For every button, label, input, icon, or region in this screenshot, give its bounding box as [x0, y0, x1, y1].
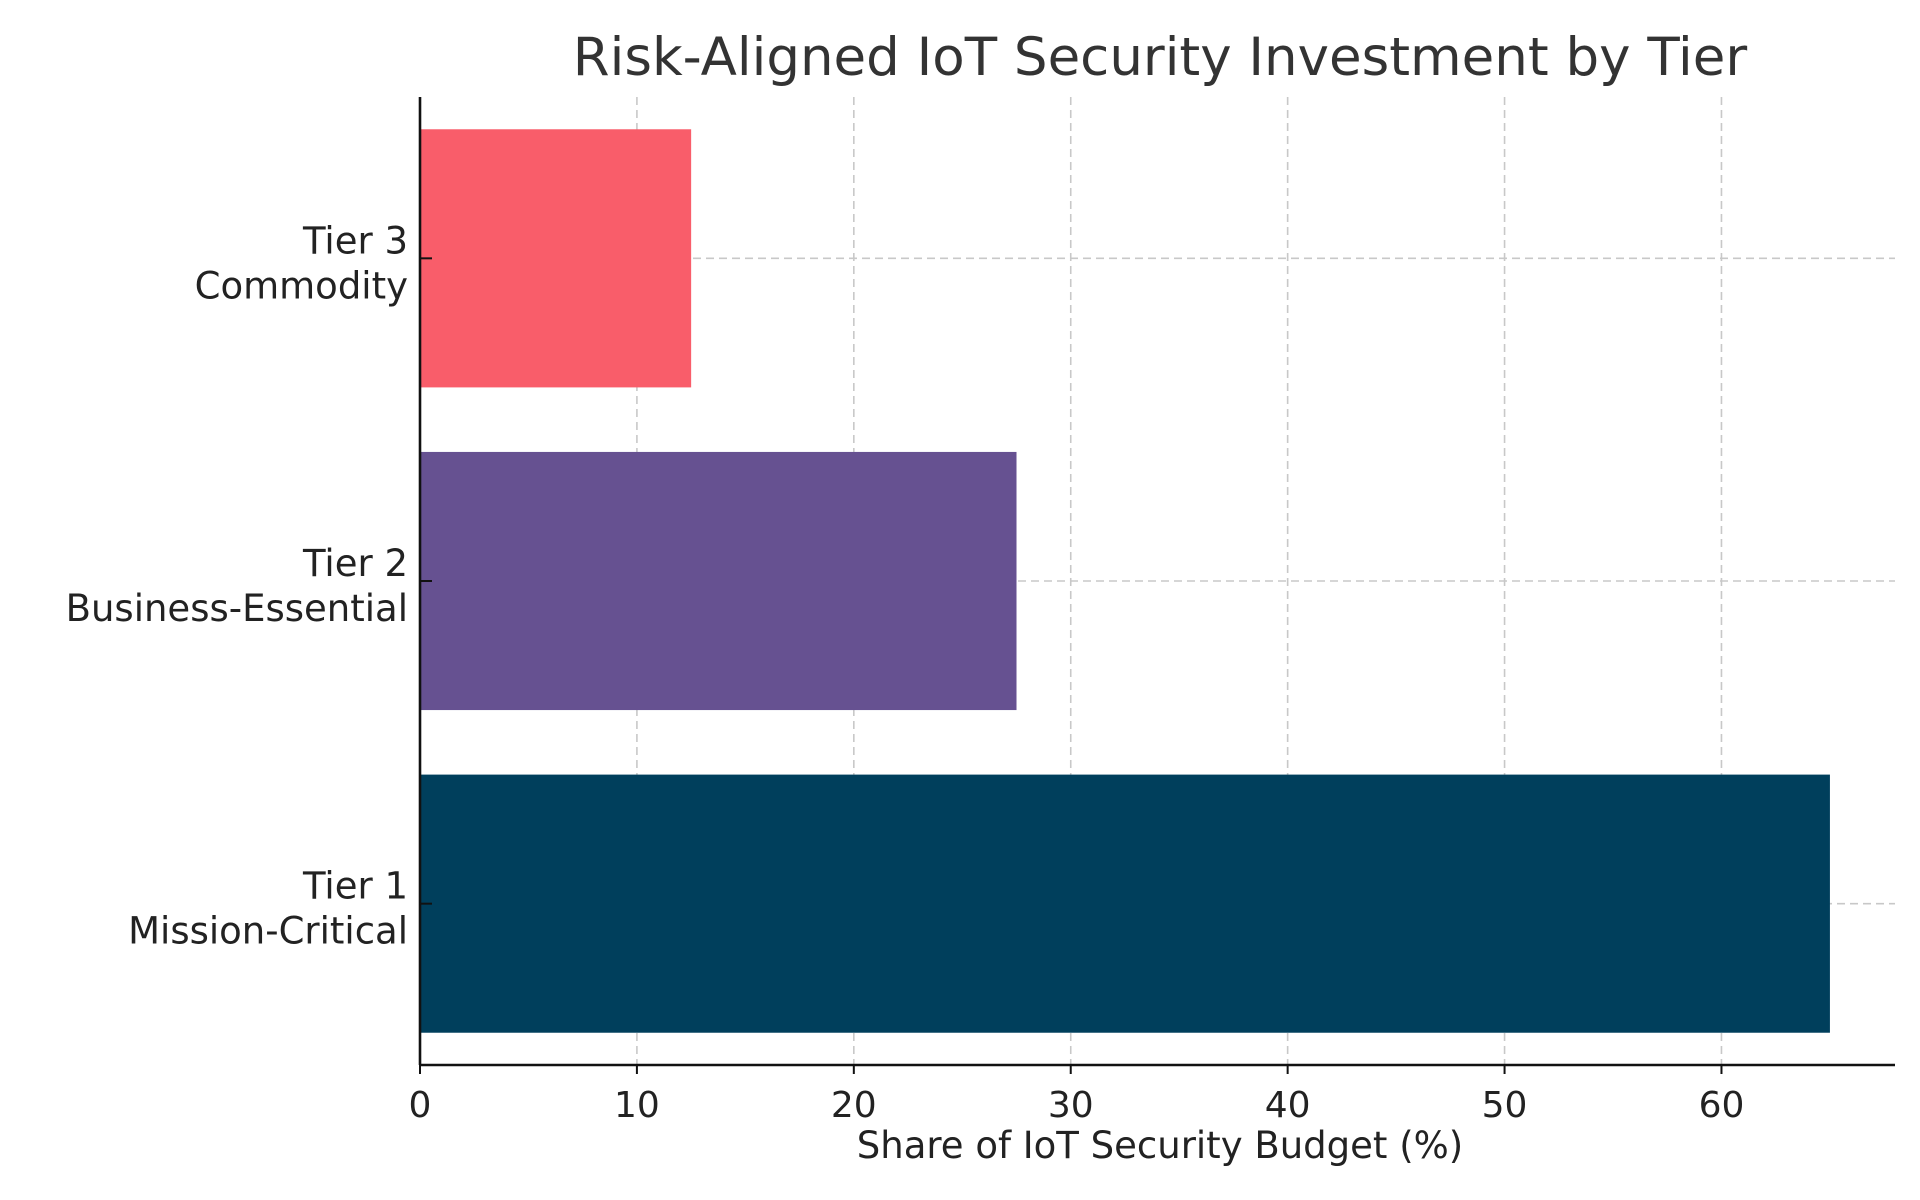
x-tick-labels: 0 10 20 30 40 50 60 [409, 1085, 1745, 1126]
x-tick-label-0: 0 [409, 1085, 432, 1126]
x-axis-label: Share of IoT Security Budget (%) [857, 1124, 1463, 1167]
bars [420, 129, 1830, 1033]
x-tick-label-50: 50 [1482, 1085, 1528, 1126]
chart-title: Risk-Aligned IoT Security Investment by … [573, 27, 1748, 88]
y-tick-sublabel-tier-3: Commodity [195, 264, 408, 307]
x-tick-label-10: 10 [614, 1085, 660, 1126]
bar-tier-1 [420, 774, 1830, 1033]
bar-tier-3 [420, 129, 692, 388]
y-tick-label-tier-3: Tier 3 [302, 219, 408, 262]
x-tick-label-30: 30 [1048, 1085, 1094, 1126]
axes [418, 97, 1895, 1074]
x-tick-label-40: 40 [1265, 1085, 1311, 1126]
y-tick-sublabel-tier-1: Mission-Critical [128, 910, 408, 953]
y-tick-label-tier-1: Tier 1 [302, 865, 408, 908]
x-tick-label-60: 60 [1699, 1085, 1745, 1126]
x-tick-label-20: 20 [831, 1085, 877, 1126]
bar-tier-2 [420, 451, 1017, 711]
y-tick-label-tier-2: Tier 2 [302, 542, 408, 585]
y-tick-sublabel-tier-2: Business-Essential [66, 587, 408, 630]
